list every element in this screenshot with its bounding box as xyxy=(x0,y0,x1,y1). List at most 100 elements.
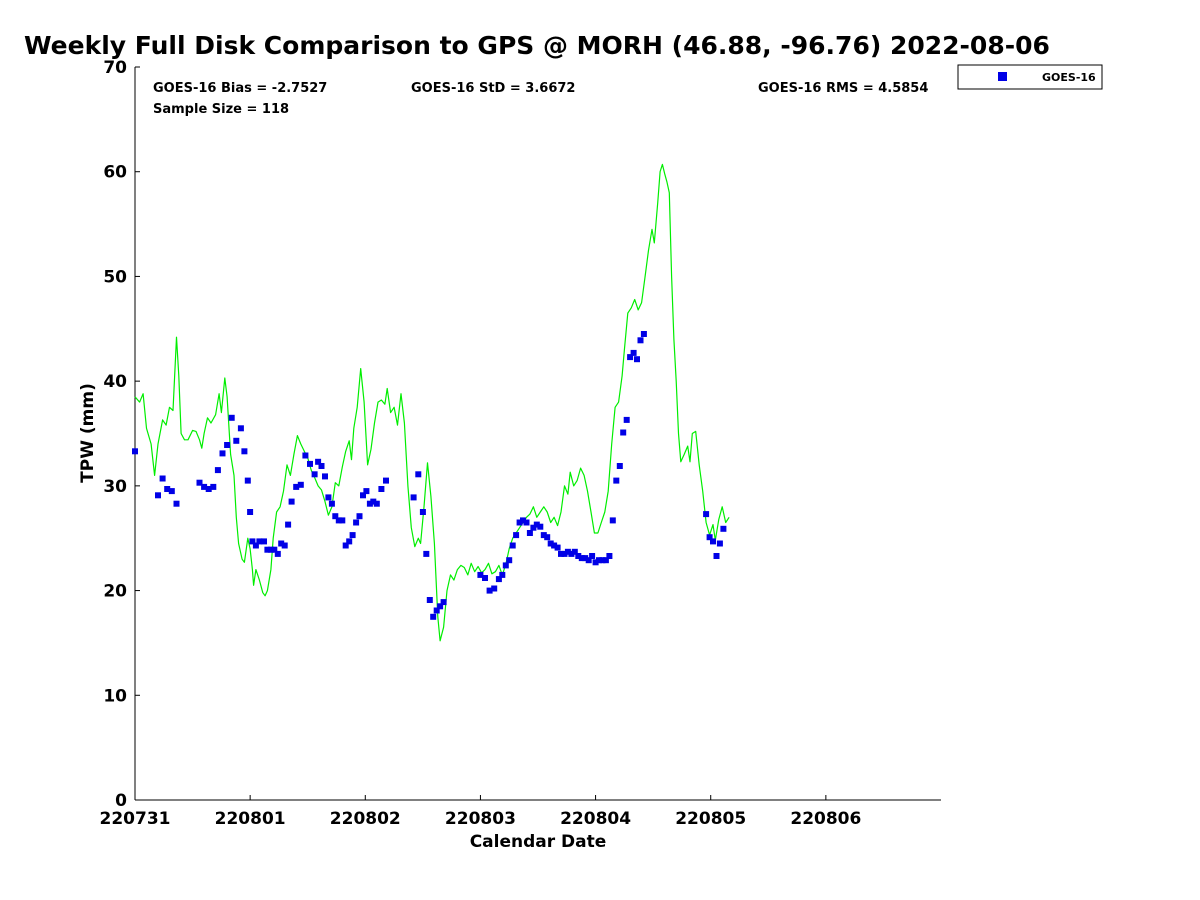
goes16-point xyxy=(168,488,175,495)
gps-line xyxy=(134,163,730,642)
goes16-point xyxy=(307,460,313,467)
goes16-point xyxy=(224,442,231,448)
goes16-point xyxy=(710,538,716,545)
y-tick-label: 60 xyxy=(103,163,127,183)
goes16-point xyxy=(261,538,267,545)
goes16-point xyxy=(373,500,380,507)
goes16-point xyxy=(602,557,609,564)
goes16-point xyxy=(281,542,288,549)
goes16-point xyxy=(544,534,551,541)
goes16-point xyxy=(533,521,540,528)
goes16-point xyxy=(173,500,180,507)
goes16-point xyxy=(383,477,389,484)
goes16-point xyxy=(419,509,426,515)
y-ticks: 0 10 20 30 40 50 60 70 xyxy=(103,58,140,811)
goes16-point xyxy=(423,550,430,557)
goes16-point xyxy=(325,494,332,501)
goes16-point xyxy=(353,519,360,526)
goes16-point xyxy=(322,473,328,480)
goes16-point xyxy=(415,471,422,478)
goes16-point xyxy=(311,471,318,478)
goes16-point xyxy=(526,530,533,536)
goes16-point xyxy=(592,559,599,566)
goes16-point xyxy=(274,550,281,557)
goes16-point xyxy=(285,521,292,528)
goes16-point xyxy=(554,544,561,551)
goes16-point xyxy=(233,437,240,444)
goes16-point xyxy=(627,354,634,361)
goes16-point xyxy=(564,548,571,555)
goes16-point xyxy=(244,477,251,484)
goes16-point xyxy=(346,538,353,545)
goes16-point xyxy=(706,534,713,541)
goes16-point xyxy=(271,546,278,553)
goes16-point xyxy=(433,607,440,614)
plot-area: 0 10 20 30 40 50 60 70 220731 220801 220802 220803… xyxy=(100,58,941,829)
y-tick-label: 10 xyxy=(103,686,127,706)
goes16-point xyxy=(440,599,447,606)
chart-title: Weekly Full Disk Comparison to GPS @ MOR… xyxy=(24,31,1050,60)
goes16-point xyxy=(267,546,274,553)
goes16-point xyxy=(623,416,630,423)
legend: GOES-16 xyxy=(957,64,1103,90)
goes16-point xyxy=(506,557,513,564)
goes16-point xyxy=(264,546,271,553)
goes16-point xyxy=(575,553,582,559)
y-tick-label: 50 xyxy=(103,267,127,287)
goes16-point xyxy=(520,517,526,524)
goes16-point xyxy=(540,532,547,539)
goes16-point xyxy=(370,498,377,505)
x-tick-label: 220804 xyxy=(560,809,631,829)
goes16-point xyxy=(640,331,647,337)
goes16-point xyxy=(568,550,575,557)
goes16-point xyxy=(551,542,558,549)
goes16-point xyxy=(578,555,585,562)
goes16-point xyxy=(155,492,161,499)
goes16-point xyxy=(159,475,166,482)
goes16-point xyxy=(335,517,342,524)
x-tick-label: 220806 xyxy=(790,809,861,829)
goes16-point xyxy=(252,542,259,549)
x-tick-label: 220805 xyxy=(675,809,746,829)
goes16-point xyxy=(509,542,516,549)
goes16-point xyxy=(237,425,244,432)
goes16-point xyxy=(589,553,596,559)
goes16-point xyxy=(613,477,620,484)
goes16-point xyxy=(530,524,537,531)
goes16-point xyxy=(297,481,304,488)
x-tick-label: 220802 xyxy=(330,809,401,829)
series-goes xyxy=(132,331,727,620)
goes16-point xyxy=(634,356,640,363)
goes16-point xyxy=(426,597,433,603)
goes16-point xyxy=(339,517,346,524)
goes16-point xyxy=(288,498,295,505)
goes16-point xyxy=(249,538,256,545)
goes16-point xyxy=(356,513,363,520)
y-tick-label: 0 xyxy=(115,791,127,811)
goes16-point xyxy=(132,448,138,455)
goes16-point xyxy=(437,603,444,610)
goes16-point xyxy=(256,538,263,545)
goes16-point xyxy=(599,557,606,564)
goes16-point xyxy=(410,494,417,501)
goes16-point xyxy=(630,349,637,356)
y-tick-label: 30 xyxy=(103,477,127,497)
stat-std: GOES-16 StD = 3.6672 xyxy=(411,81,575,96)
x-tick-label: 220803 xyxy=(445,809,516,829)
x-tick-label: 220801 xyxy=(215,809,286,829)
goes16-point xyxy=(219,450,226,457)
goes16-point xyxy=(486,587,493,594)
y-axis-label: TPW (mm) xyxy=(78,383,98,483)
legend-box xyxy=(957,64,1103,90)
x-axis-label: Calendar Date xyxy=(470,832,607,852)
goes16-point xyxy=(241,448,248,455)
goes16-point xyxy=(606,553,613,559)
goes16-point xyxy=(315,458,322,465)
goes16-point xyxy=(214,467,221,474)
goes16-point xyxy=(366,500,373,507)
goes16-point xyxy=(561,550,568,557)
goes16-point xyxy=(328,500,335,507)
goes16-point xyxy=(720,525,727,532)
goes16-point xyxy=(360,492,366,499)
